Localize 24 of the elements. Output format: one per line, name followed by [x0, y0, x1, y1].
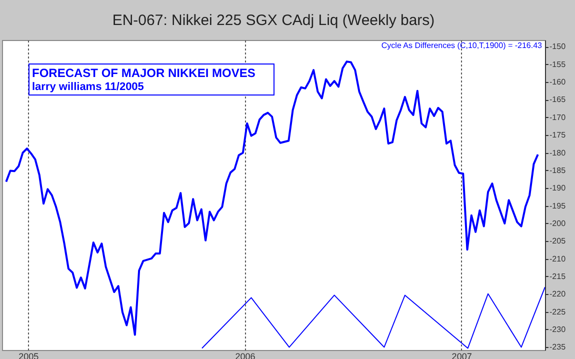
- y-tick-label: -225: [550, 307, 566, 316]
- y-tick-label: -175: [550, 130, 566, 140]
- y-tick-label: -165: [550, 95, 566, 104]
- line-series: [5, 60, 539, 336]
- y-tick-label: -210: [550, 254, 566, 264]
- line-series: [201, 286, 545, 349]
- y-tick-label: -190: [550, 184, 566, 193]
- y-tick-label: -180: [550, 148, 566, 158]
- annotation: Cycle As Differences (C,10,T,1900) = -216.43: [381, 41, 543, 50]
- annotation: FORECAST OF MAJOR NIKKEI MOVES: [32, 66, 256, 80]
- y-tick-label: -205: [550, 236, 566, 246]
- y-tick-label: -220: [550, 290, 566, 299]
- chart-title: EN-067: Nikkei 225 SGX CAdj Liq (Weekly bars): [112, 12, 435, 29]
- y-tick-label: -195: [550, 201, 566, 210]
- y-tick-label: -230: [550, 325, 566, 334]
- y-tick-label: -160: [550, 78, 566, 87]
- y-tick-label: -155: [550, 60, 566, 69]
- y-tick-label: -215: [550, 272, 566, 281]
- y-tick-label: -150: [550, 42, 566, 52]
- y-tick-label: -185: [550, 166, 566, 175]
- y-tick-label: -200: [550, 218, 566, 228]
- y-tick-label: -170: [550, 112, 566, 122]
- annotation: larry williams 11/2005: [32, 81, 144, 93]
- y-tick-label: -235: [550, 342, 566, 352]
